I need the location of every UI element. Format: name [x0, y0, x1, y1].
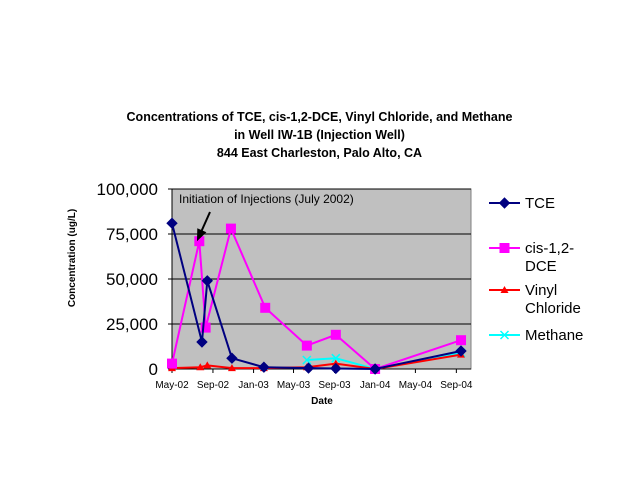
point-2-1 — [196, 363, 205, 371]
point-0-1 — [196, 336, 208, 348]
point-3-0 — [302, 355, 312, 365]
point-0-8 — [455, 345, 467, 357]
legend-label-1-line-0: cis-1,2- — [525, 240, 574, 257]
x-axis-label: Date — [311, 396, 333, 407]
chart-title: Concentrations of TCE, cis-1,2-DCE, Viny… — [0, 108, 639, 162]
legend-label-1-line-1: DCE — [525, 258, 557, 275]
x-tick-label-7: Sep-04 — [440, 380, 473, 391]
point-1-6 — [330, 329, 341, 340]
series-0 — [166, 217, 467, 375]
legend-label-2: Vinyl Chloride — [525, 282, 581, 317]
chart-title-line-2: in Well IW-1B (Injection Well) — [234, 128, 405, 142]
legend-marker-3 — [499, 330, 510, 340]
y-tick-label-2: 50,000 — [106, 270, 158, 289]
chart-title-line-3: 844 East Charleston, Palo Alto, CA — [216, 146, 423, 160]
y-tick-label-4: 100,000 — [97, 180, 158, 199]
point-1-2 — [200, 322, 211, 333]
y-tick-label-0: 0 — [149, 360, 158, 379]
gridlines — [172, 188, 471, 325]
series — [166, 217, 467, 375]
legend-label-3: Methane — [525, 327, 583, 344]
point-0-5 — [302, 362, 315, 374]
x-tick-label-1: Sep-02 — [197, 380, 230, 391]
point-0-6 — [330, 362, 342, 375]
y-axis-label: Concentration (ug/L) — [67, 209, 78, 307]
point-3-1-b — [331, 353, 341, 363]
point-0-7 — [369, 363, 381, 375]
legend-marker-3-b — [499, 330, 510, 340]
point-0-2 — [201, 275, 214, 287]
chart-title-line-1: Concentrations of TCE, cis-1,2-DCE, Viny… — [126, 110, 513, 124]
legend-marker-1 — [499, 243, 510, 253]
point-1-5 — [301, 340, 312, 351]
x-tick-labels: May-02 Sep-02 Jan-03 May-03 Sep-03 Jan-04 May-… — [155, 369, 473, 391]
x-tick-label-4: Sep-03 — [318, 380, 351, 391]
point-1-1 — [194, 236, 205, 247]
point-2-3 — [227, 364, 236, 372]
x-tick-label-5: Jan-04 — [360, 380, 391, 391]
legend-marker-2 — [500, 286, 509, 293]
legend-label-1: cis-1,2-DCE — [525, 240, 574, 275]
legend-label-0-line-0: TCE — [525, 195, 555, 212]
y-tick-labels: 0 25,000 50,000 75,000 100,000 — [97, 180, 172, 379]
point-0-4 — [258, 361, 270, 373]
point-2-2 — [203, 361, 212, 369]
point-0-3 — [226, 352, 238, 364]
point-3-1 — [331, 353, 341, 363]
legend-label-2-line-1: Chloride — [525, 300, 581, 317]
annotation-arrowhead — [196, 228, 207, 242]
x-tick-label-0: May-02 — [155, 380, 189, 391]
point-0-0 — [166, 217, 178, 229]
point-1-8 — [456, 335, 467, 346]
legend-label-3-line-0: Methane — [525, 327, 583, 344]
x-tick-label-2: Jan-03 — [238, 380, 269, 391]
annotation-text: Initiation of Injections (July 2002) — [179, 192, 354, 206]
legend: TCE cis-1,2-DCE Vinyl Chloride Methane — [489, 195, 583, 344]
point-1-3 — [225, 223, 236, 234]
legend-marker-0 — [498, 197, 511, 209]
y-tick-label-3: 75,000 — [106, 225, 158, 244]
point-1-4 — [260, 302, 271, 313]
point-1-0 — [167, 358, 177, 369]
annotation: Initiation of Injections (July 2002) — [179, 192, 354, 242]
legend-label-0: TCE — [525, 195, 555, 212]
x-tick-label-3: May-03 — [277, 380, 311, 391]
x-tick-label-6: May-04 — [399, 380, 433, 391]
y-tick-label-1: 25,000 — [106, 315, 158, 334]
legend-label-2-line-0: Vinyl — [525, 282, 557, 299]
point-3-0-b — [302, 355, 312, 365]
